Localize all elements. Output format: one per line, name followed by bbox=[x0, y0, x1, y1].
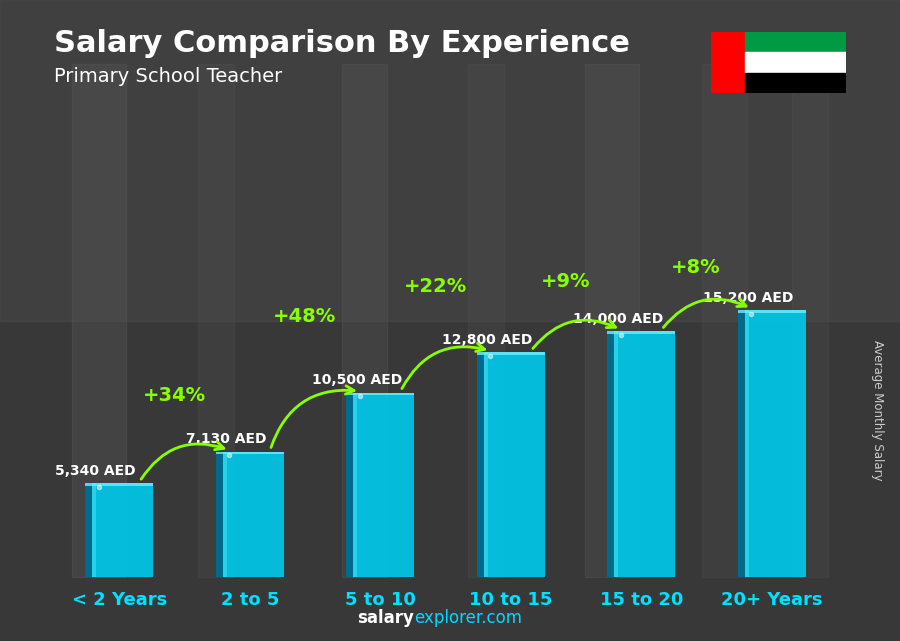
Text: +34%: +34% bbox=[142, 386, 205, 405]
Text: 5,340 AED: 5,340 AED bbox=[56, 464, 136, 478]
Bar bbox=[216, 452, 284, 577]
Text: +9%: +9% bbox=[541, 272, 590, 291]
Text: 10,500 AED: 10,500 AED bbox=[311, 373, 402, 387]
Bar bbox=[72, 64, 126, 577]
Text: 14,000 AED: 14,000 AED bbox=[572, 312, 663, 326]
Bar bbox=[198, 64, 234, 577]
Bar bbox=[468, 64, 504, 577]
Bar bbox=[92, 483, 96, 577]
Bar bbox=[738, 310, 806, 577]
Bar bbox=[608, 331, 675, 577]
Text: Primary School Teacher: Primary School Teacher bbox=[54, 67, 283, 87]
Bar bbox=[222, 452, 227, 577]
Bar bbox=[86, 483, 153, 577]
Bar bbox=[744, 310, 749, 577]
Text: 12,800 AED: 12,800 AED bbox=[442, 333, 533, 347]
Bar bbox=[792, 64, 828, 577]
Bar bbox=[608, 331, 614, 577]
Text: Salary Comparison By Experience: Salary Comparison By Experience bbox=[54, 29, 630, 58]
Bar bbox=[614, 331, 618, 577]
Text: 15,200 AED: 15,200 AED bbox=[703, 291, 794, 305]
Bar bbox=[608, 331, 675, 334]
Bar bbox=[738, 310, 806, 313]
Bar bbox=[346, 393, 414, 577]
Bar bbox=[353, 393, 357, 577]
Bar bbox=[702, 64, 747, 577]
Text: 7,130 AED: 7,130 AED bbox=[186, 433, 266, 447]
Bar bbox=[477, 353, 483, 577]
Bar bbox=[342, 64, 387, 577]
Bar bbox=[477, 353, 544, 577]
Bar bbox=[86, 483, 153, 486]
Text: salary: salary bbox=[357, 609, 414, 627]
Bar bbox=[346, 393, 353, 577]
Bar bbox=[477, 353, 544, 355]
Text: +8%: +8% bbox=[671, 258, 721, 277]
Bar bbox=[483, 353, 488, 577]
Text: Average Monthly Salary: Average Monthly Salary bbox=[871, 340, 884, 481]
Bar bbox=[745, 32, 846, 53]
Bar bbox=[86, 483, 92, 577]
Text: +22%: +22% bbox=[403, 277, 467, 296]
Bar bbox=[738, 310, 744, 577]
Bar bbox=[711, 32, 745, 93]
Bar bbox=[216, 452, 284, 454]
Bar bbox=[346, 393, 414, 395]
Bar bbox=[216, 452, 222, 577]
Bar bbox=[0, 0, 900, 320]
Text: explorer.com: explorer.com bbox=[414, 609, 522, 627]
Text: +48%: +48% bbox=[273, 307, 337, 326]
Bar bbox=[745, 72, 846, 93]
Bar bbox=[585, 64, 639, 577]
Bar bbox=[745, 53, 846, 72]
